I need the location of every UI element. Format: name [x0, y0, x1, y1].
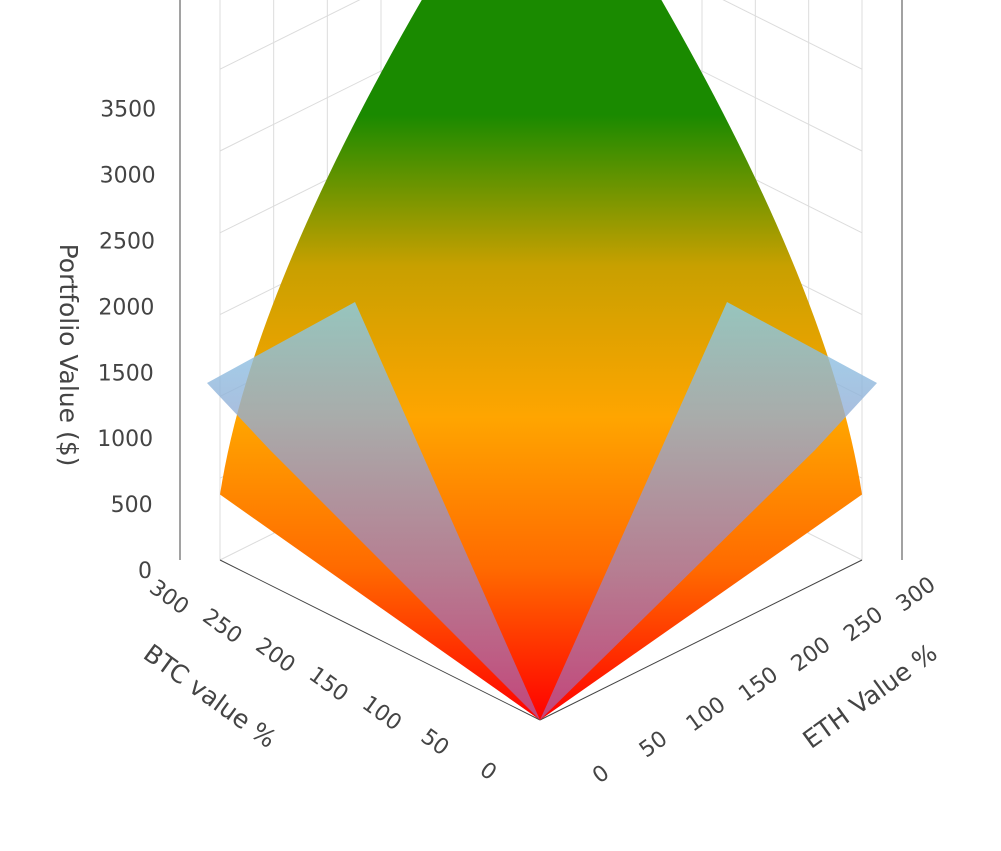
y-tick-label: 100: [682, 692, 731, 737]
surface-layer: [207, 0, 877, 720]
z-tick-label: 1000: [97, 427, 153, 452]
z-tick-label: 1500: [98, 361, 154, 386]
plane-right[interactable]: [540, 302, 877, 720]
y-tick-label: 150: [734, 662, 783, 707]
z-tick-label: 2000: [98, 295, 154, 320]
x-tick-label: 250: [198, 604, 247, 649]
y-tick-label: 200: [787, 632, 836, 677]
x-tick-label: 150: [304, 662, 353, 707]
z-tick-label: 3500: [100, 98, 156, 123]
y-axis-line: [539, 559, 863, 721]
y-tick-label: 250: [839, 602, 888, 647]
x-tick-label: 0: [475, 758, 501, 786]
y-tick-label: 50: [635, 726, 672, 763]
z-tick-label: 3000: [100, 164, 156, 189]
z-tick-label: 0: [138, 559, 152, 584]
z-tick-label: 500: [111, 493, 153, 518]
z-tick-label: 2500: [99, 230, 155, 255]
x-tick-label: 100: [357, 691, 406, 736]
z-axis-title: Portfolio Value ($): [54, 244, 83, 467]
grid-line-z: [219, 0, 863, 152]
x-axis-line: [219, 559, 541, 721]
x-tick-label: 50: [416, 724, 453, 761]
plane-left[interactable]: [207, 302, 540, 720]
y-tick-label: 0: [588, 761, 614, 789]
y-tick-label: 300: [892, 572, 941, 617]
grid-line-z: [219, 0, 863, 70]
x-tick-label: 200: [251, 633, 300, 678]
